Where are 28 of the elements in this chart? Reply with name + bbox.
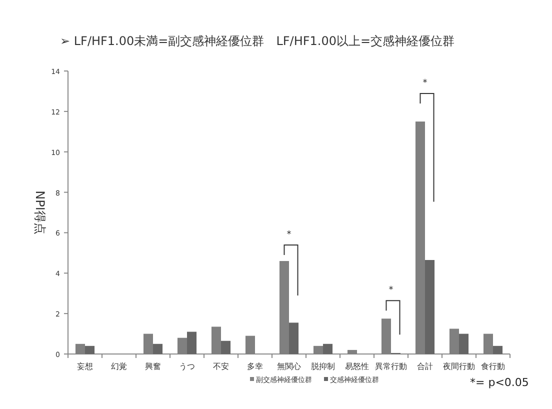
x-tick-label: 無関心 (277, 362, 301, 371)
bar (323, 344, 333, 354)
x-tick-label: 食行動 (481, 362, 505, 371)
x-tick-label: 幻覚 (111, 362, 127, 371)
x-tick-label: 興奮 (145, 362, 161, 371)
x-tick-label: 異常行動 (375, 362, 407, 371)
text: *= p<0.05 (470, 376, 529, 389)
x-tick-label: 妄想 (77, 362, 93, 371)
x-tick-label: 脱抑制 (311, 362, 335, 371)
annotation: * (422, 78, 428, 89)
y-axis-title: NPI得点 (33, 190, 47, 234)
bar (289, 322, 299, 354)
x-tick-label: 合計 (417, 362, 433, 371)
bar (425, 260, 435, 354)
bar (493, 346, 503, 354)
annotation: * (388, 286, 394, 296)
chart-title: ➢ LF/HF1.00未満=副交感神経優位群 LF/HF1.00以上=交感神経優位群 (60, 34, 455, 48)
x-tick-label: 不安 (213, 362, 229, 371)
bar (459, 334, 469, 354)
bar (85, 346, 95, 354)
x-tick-label: 夜間行動 (443, 362, 475, 371)
x-tick-label: 多幸 (247, 362, 263, 371)
annotation: * (286, 230, 292, 240)
bar (153, 344, 163, 354)
x-tick-label: うつ (179, 362, 195, 371)
bar (187, 332, 197, 354)
bar (221, 340, 231, 354)
x-tick-label: 易怒性 (345, 362, 369, 371)
